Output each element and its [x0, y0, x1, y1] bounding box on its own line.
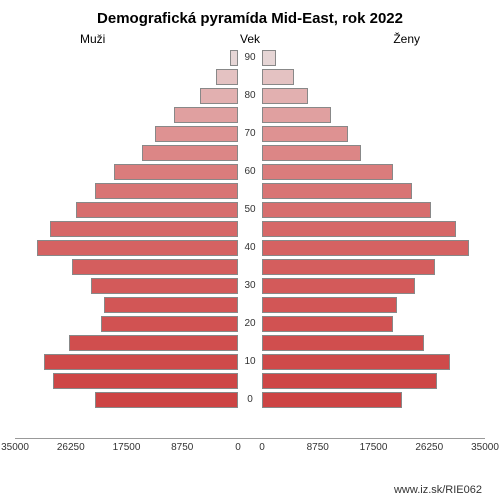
bar-male — [230, 50, 238, 66]
bar-female — [262, 50, 276, 66]
age-tick-label: 0 — [238, 394, 262, 405]
bar-female — [262, 69, 294, 85]
bar-female — [262, 183, 412, 199]
bar-male — [200, 88, 238, 104]
bar-female — [262, 278, 415, 294]
bar-female — [262, 335, 424, 351]
label-age: Vek — [0, 32, 500, 46]
bar-male — [91, 278, 238, 294]
bar-male — [76, 202, 238, 218]
x-tick-label: 17500 — [109, 442, 145, 453]
bar-male — [37, 240, 238, 256]
bar-male — [101, 316, 238, 332]
bar-male — [53, 373, 238, 389]
bar-male — [216, 69, 238, 85]
age-tick-label: 60 — [238, 166, 262, 177]
bar-female — [262, 202, 431, 218]
chart-footer: www.iz.sk/RIE062 — [394, 484, 482, 496]
chart-container: Demografická pyramída Mid-East, rok 2022… — [0, 0, 500, 500]
x-tick-label: 8750 — [164, 442, 200, 453]
bar-female — [262, 259, 435, 275]
bar-male — [44, 354, 238, 370]
bar-male — [174, 107, 238, 123]
bar-female — [262, 221, 456, 237]
x-axis-line — [15, 438, 485, 439]
age-tick-label: 20 — [238, 318, 262, 329]
age-tick-label: 10 — [238, 356, 262, 367]
bar-male — [142, 145, 238, 161]
label-female: Ženy — [393, 32, 420, 46]
age-tick-label: 50 — [238, 204, 262, 215]
bar-female — [262, 354, 450, 370]
age-tick-label: 30 — [238, 280, 262, 291]
x-tick-label: 26250 — [411, 442, 447, 453]
x-tick-label: 26250 — [53, 442, 89, 453]
bar-male — [69, 335, 238, 351]
bar-female — [262, 297, 397, 313]
chart-plot-area: 0102030405060708090 35000262501750087500… — [15, 50, 485, 458]
bar-male — [50, 221, 238, 237]
bar-female — [262, 392, 402, 408]
x-tick-label: 35000 — [0, 442, 33, 453]
bar-female — [262, 240, 469, 256]
age-tick-label: 40 — [238, 242, 262, 253]
x-tick-label: 35000 — [467, 442, 500, 453]
bar-female — [262, 107, 331, 123]
bar-male — [104, 297, 238, 313]
age-tick-label: 70 — [238, 128, 262, 139]
bar-female — [262, 164, 393, 180]
age-tick-label: 90 — [238, 52, 262, 63]
bar-female — [262, 88, 308, 104]
age-tick-label: 80 — [238, 90, 262, 101]
bar-female — [262, 145, 361, 161]
bar-male — [95, 183, 238, 199]
bar-male — [95, 392, 238, 408]
bar-male — [114, 164, 238, 180]
bar-male — [72, 259, 238, 275]
bar-male — [155, 126, 238, 142]
x-tick-label: 17500 — [356, 442, 392, 453]
bar-female — [262, 316, 393, 332]
bar-female — [262, 373, 437, 389]
bar-female — [262, 126, 348, 142]
chart-title: Demografická pyramída Mid-East, rok 2022 — [0, 10, 500, 27]
x-tick-label: 8750 — [300, 442, 336, 453]
x-tick-label: 0 — [244, 442, 280, 453]
